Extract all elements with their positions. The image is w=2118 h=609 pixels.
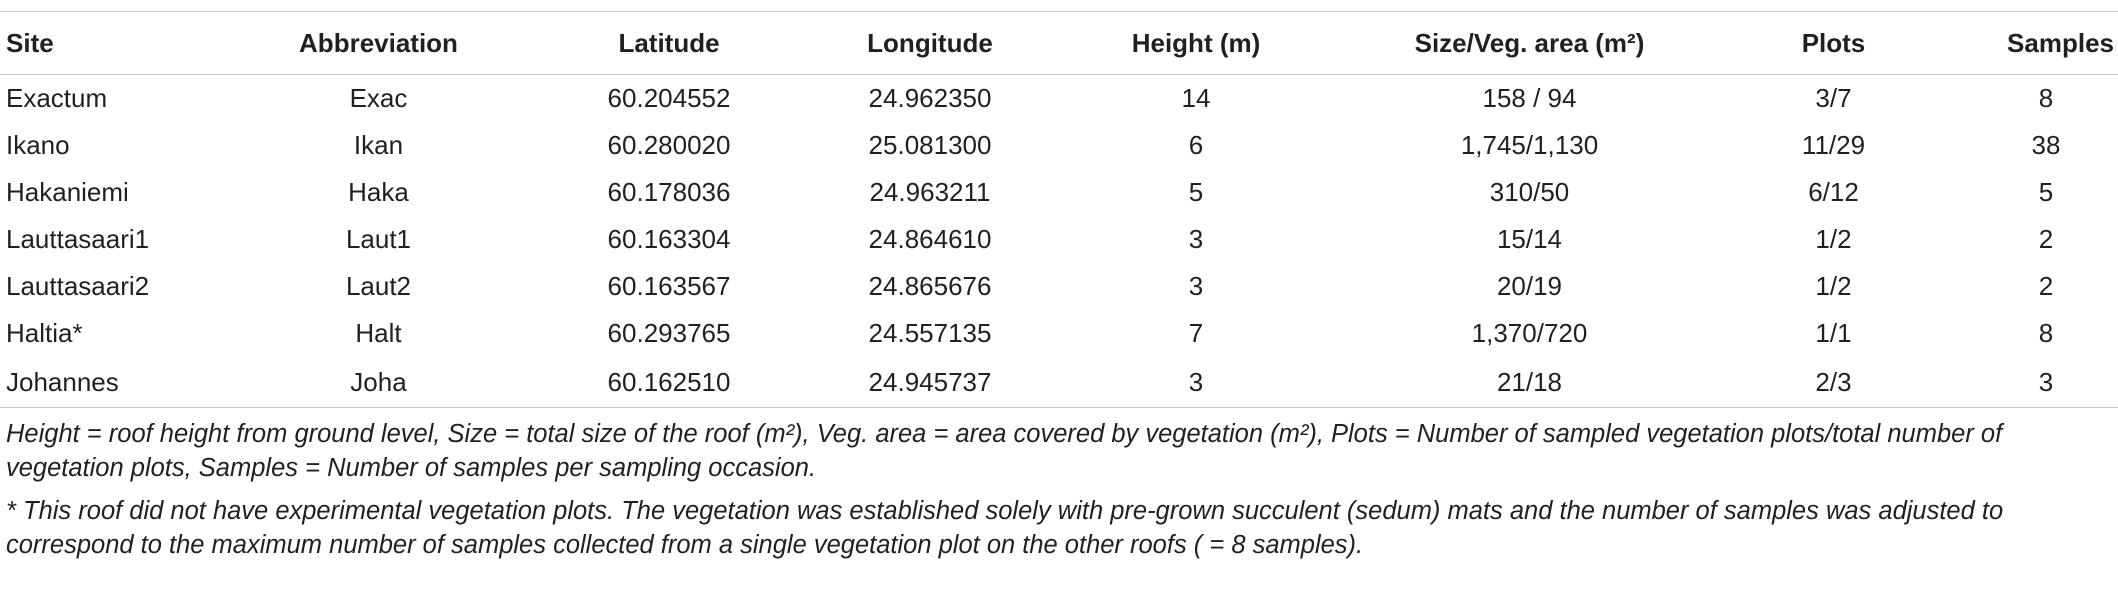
page: Site Abbreviation Latitude Longitude Height … (0, 11, 2118, 609)
table-cell: Johannes (0, 357, 257, 408)
table-cell: 1/2 (1815, 271, 1852, 301)
footnote: Height = roof height from ground level, … (6, 420, 2003, 482)
table-cell: 24.962350 (868, 83, 992, 113)
table-cell: 60.204552 (607, 83, 731, 113)
table-cell: 60.163567 (607, 271, 731, 301)
table-cell: 25.081300 (868, 130, 992, 160)
table-cell: 5 (1188, 177, 1204, 207)
column-header: Latitude (500, 11, 838, 75)
table-cell: 8 (2038, 318, 2054, 348)
table-cell: 60.163304 (607, 224, 731, 254)
table-cell: 3/7 (1815, 83, 1852, 113)
table-cell: 2/3 (1689, 357, 1978, 408)
table-row: Lauttasaari1 Laut1 60.163304 24.864610 3 15/1… (0, 216, 2118, 263)
column-header: Longitude (838, 11, 1022, 75)
table-cell: 60.293765 (607, 318, 731, 348)
table-row: Hakaniemi Haka 60.178036 24.963211 5 310/50 6/… (0, 169, 2118, 216)
table-cell: 60.178036 (607, 177, 731, 207)
table-row: Ikano Ikan 60.280020 25.081300 6 1,745/1,130 1… (0, 122, 2118, 169)
table-cell: 6 (1188, 130, 1204, 160)
column-header: Site (0, 11, 257, 75)
footnote: * This roof did not have experimental ve… (6, 497, 2004, 559)
footnotes: Height = roof height from ground level, … (0, 408, 2118, 562)
table-cell: 3 (1022, 357, 1370, 408)
table-cell: 2 (2038, 271, 2054, 301)
table-row: Johannes Joha 60.162510 24.945737 3 21/18 2/3 3 (0, 357, 2118, 408)
table-cell: 5 (2038, 177, 2054, 207)
table-cell: 24.557135 (868, 318, 992, 348)
table-cell: 24.864610 (868, 224, 992, 254)
table-cell: Haka (348, 177, 409, 207)
table-cell: 3 (1978, 357, 2118, 408)
column-header: Plots (1689, 11, 1978, 75)
column-header: Height (m) (1022, 11, 1370, 75)
column-header: Size/Veg. area (m²) (1370, 11, 1689, 75)
table-cell: 3 (1188, 271, 1204, 301)
data-table: Site Abbreviation Latitude Longitude Height … (0, 11, 2118, 408)
table-cell: Hakaniemi (6, 177, 129, 207)
table-cell: 24.945737 (838, 357, 1022, 408)
table-cell: Laut2 (345, 271, 412, 301)
table-cell: 24.865676 (868, 271, 992, 301)
table-cell: Exac (349, 83, 408, 113)
table-cell: 2 (2038, 224, 2054, 254)
table-cell: Haltia* (6, 318, 83, 348)
table-cell: 11/29 (1801, 130, 1866, 160)
table-cell: 1/2 (1815, 224, 1852, 254)
column-header: Abbreviation (257, 11, 500, 75)
table-cell: 60.280020 (607, 130, 731, 160)
table-cell: 1/1 (1815, 318, 1852, 348)
table-cell: 7 (1188, 318, 1204, 348)
table-cell: 38 (2031, 130, 2061, 160)
table-cell: Lauttasaari1 (6, 224, 150, 254)
table-cell: Exactum (6, 83, 108, 113)
table-cell: 24.963211 (869, 177, 991, 207)
table-row: Exactum Exac 60.204552 24.962350 14 158 / 94 3… (0, 75, 2118, 123)
table-cell: 60.162510 (500, 357, 838, 408)
table-row: Haltia* Halt 60.293765 24.557135 7 1,370/720 1… (0, 310, 2118, 357)
table-cell: 14 (1181, 83, 1211, 113)
table-body: Exactum Exac 60.204552 24.962350 14 158 / 94 3… (0, 75, 2118, 408)
table-cell: 310/50 (1489, 177, 1570, 207)
table-cell: Joha (257, 357, 500, 408)
table-cell: Laut1 (345, 224, 412, 254)
column-header: Samples (1978, 11, 2118, 75)
table-cell: 21/18 (1370, 357, 1689, 408)
table-cell: 158 / 94 (1482, 83, 1577, 113)
table-cell: Lauttasaari2 (6, 271, 150, 301)
table-cell: 3 (1188, 224, 1204, 254)
table-cell: 20/19 (1496, 271, 1563, 301)
table-cell: Ikan (353, 130, 404, 160)
table-cell: Ikano (6, 130, 70, 160)
table-cell: 6/12 (1808, 177, 1859, 207)
table-cell: 1,370/720 (1471, 318, 1588, 348)
header-row: Site Abbreviation Latitude Longitude Height … (0, 11, 2118, 75)
table-cell: 15/14 (1496, 224, 1563, 254)
table-row: Lauttasaari2 Laut2 60.163567 24.865676 3 20/1… (0, 263, 2118, 310)
table-cell: 1,745/1,130 (1460, 130, 1599, 160)
table-cell: Halt (355, 318, 402, 348)
table-cell: 8 (2038, 83, 2054, 113)
